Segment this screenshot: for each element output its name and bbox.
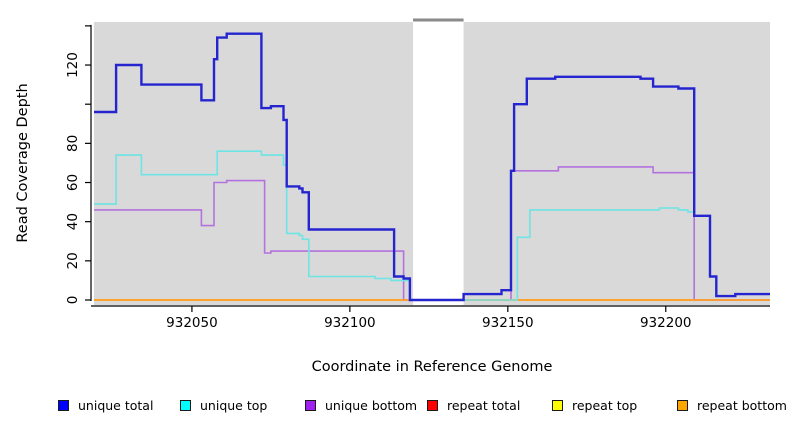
legend-swatch-repeat-bottom	[677, 400, 688, 411]
series-unique-total	[94, 32, 770, 302]
legend-swatch-repeat-top	[552, 400, 563, 411]
legend-label: repeat top	[572, 398, 638, 413]
legend-swatch-unique-bottom	[305, 400, 316, 411]
x-tick-label: 932200	[640, 315, 692, 331]
y-tick-label: 120	[65, 52, 81, 78]
x-tick-label: 932050	[166, 315, 218, 331]
legend-item-unique-bottom: unique bottom	[305, 398, 417, 413]
x-axis-title: Coordinate in Reference Genome	[312, 359, 553, 375]
series-unique-bottom	[94, 166, 770, 301]
legend-label: unique total	[78, 398, 154, 413]
legend-label: unique top	[200, 398, 268, 413]
x-tick-label: 932150	[482, 315, 534, 331]
coverage-chart: 932050 932100 932150 932200 0 20 40 60 80 120 Rea…	[15, 18, 770, 375]
legend-item-unique-top: unique top	[180, 398, 267, 413]
masked-region-cap	[413, 18, 464, 22]
legend-label: repeat bottom	[697, 398, 787, 413]
legend-swatch-repeat-total	[427, 400, 438, 411]
legend: unique total unique top unique bottom repea…	[0, 392, 792, 428]
legend-item-unique-total: unique total	[58, 398, 153, 413]
legend-label: repeat total	[447, 398, 521, 413]
legend-swatch-unique-total	[58, 400, 69, 411]
masked-region	[413, 21, 464, 305]
legend-item-repeat-bottom: repeat bottom	[677, 398, 787, 413]
legend-label: unique bottom	[325, 398, 418, 413]
legend-swatch-unique-top	[180, 400, 191, 411]
y-axis-title: Read Coverage Depth	[15, 83, 31, 242]
x-tick-label: 932100	[324, 315, 376, 331]
y-tick-label: 60	[65, 174, 81, 191]
legend-item-repeat-top: repeat top	[552, 398, 637, 413]
y-tick-label: 20	[65, 252, 81, 269]
y-tick-label: 0	[65, 296, 81, 305]
y-tick-label: 80	[65, 135, 81, 152]
legend-item-repeat-total: repeat total	[427, 398, 520, 413]
y-tick-label: 40	[65, 213, 81, 230]
